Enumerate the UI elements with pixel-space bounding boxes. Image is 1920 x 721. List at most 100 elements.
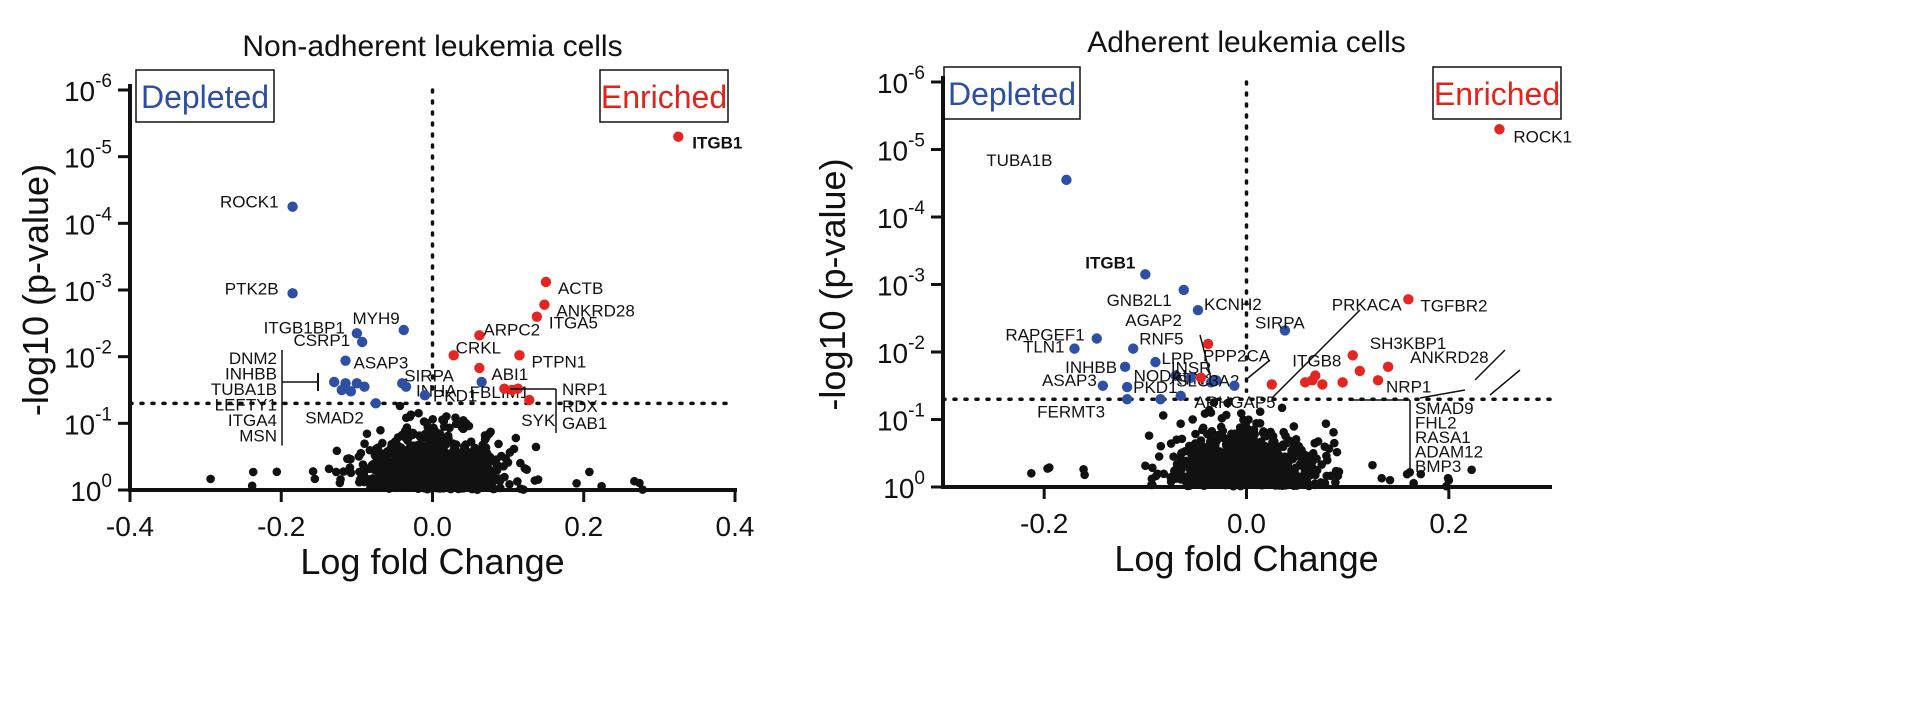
gene-point bbox=[1250, 474, 1259, 483]
gene-label-tuba1b: TUBA1B bbox=[986, 151, 1052, 170]
gene-point bbox=[1268, 459, 1278, 468]
gene-point-sirpa bbox=[1279, 325, 1291, 336]
gene-point bbox=[1329, 438, 1339, 448]
gene-point bbox=[376, 425, 385, 435]
x-tick-label: -0.2 bbox=[1020, 508, 1068, 539]
y-tick-exponent: -6 bbox=[908, 63, 925, 84]
gene-point-adam12 bbox=[1299, 377, 1311, 388]
gene-point bbox=[346, 454, 355, 464]
gene-label-slc3a2: SLC3A2 bbox=[1176, 371, 1239, 390]
gene-label-ptpn1: PTPN1 bbox=[531, 352, 586, 371]
gene-point bbox=[597, 481, 606, 491]
gene-point bbox=[1331, 478, 1340, 487]
gene-point-rock1 bbox=[287, 201, 298, 212]
gene-point-ankrd28 bbox=[539, 299, 550, 310]
gene-point-asap3 bbox=[1097, 380, 1109, 391]
gene-point bbox=[1177, 448, 1187, 457]
gene-label-nodal: NODAL bbox=[1134, 367, 1193, 386]
gene-point bbox=[395, 401, 405, 411]
gene-point bbox=[473, 470, 482, 479]
gene-point bbox=[398, 430, 408, 440]
gene-point bbox=[206, 474, 215, 484]
gene-point bbox=[414, 408, 423, 418]
gene-point bbox=[1308, 465, 1317, 474]
y-tick-base: 10 bbox=[70, 476, 101, 507]
gene-point bbox=[480, 435, 490, 444]
gene-point bbox=[408, 443, 418, 453]
gene-point-actb bbox=[540, 276, 552, 288]
gene-point-syk bbox=[524, 394, 535, 406]
gene-label-rapgef1: RAPGEF1 bbox=[1005, 326, 1084, 345]
gene-point bbox=[1156, 441, 1166, 451]
enriched-label: Enriched bbox=[601, 79, 727, 115]
gene-point bbox=[1229, 451, 1239, 461]
gene-point bbox=[522, 465, 532, 474]
gene-point bbox=[472, 463, 481, 472]
gene-point bbox=[310, 474, 320, 484]
gene-point bbox=[1170, 466, 1179, 475]
bracket-label-rasa1: RASA1 bbox=[1415, 428, 1471, 447]
gene-label-kcnh2: KCNH2 bbox=[1204, 295, 1262, 314]
gene-label-crkl: CRKL bbox=[456, 338, 501, 357]
leader-line bbox=[1489, 369, 1521, 396]
gene-point bbox=[1300, 450, 1309, 460]
gene-point bbox=[1331, 466, 1341, 476]
gene-point bbox=[376, 473, 386, 483]
gene-point bbox=[1236, 409, 1246, 418]
gene-label-syk: SYK bbox=[521, 411, 556, 430]
gene-label-tln1: TLN1 bbox=[1023, 338, 1065, 357]
gene-point bbox=[449, 444, 459, 453]
gene-point bbox=[1322, 455, 1332, 465]
gene-point bbox=[1282, 454, 1291, 464]
gene-point bbox=[1385, 475, 1395, 485]
gene-point bbox=[585, 467, 594, 477]
gene-point bbox=[1043, 464, 1052, 473]
x-tick-label: 0.4 bbox=[716, 511, 755, 542]
leader-line bbox=[1199, 334, 1211, 375]
gene-point-kcnh2 bbox=[1202, 338, 1214, 350]
y-tick-base: 10 bbox=[64, 209, 95, 240]
gene-point bbox=[436, 466, 446, 475]
gene-point bbox=[441, 440, 451, 449]
panel-1: Non-adherent leukemia cells -0.4 -0.2 0.0 0.… bbox=[15, 30, 754, 582]
gene-point bbox=[355, 477, 364, 487]
leader-line bbox=[1247, 359, 1271, 379]
gene-point bbox=[433, 433, 443, 443]
y-tick-label: 10-3 bbox=[64, 271, 112, 307]
gene-point bbox=[470, 443, 480, 453]
gene-point-sh3kbp1 bbox=[1354, 365, 1366, 377]
gene-label-ankrd28: ANKRD28 bbox=[556, 302, 634, 321]
gene-point-insr bbox=[1185, 372, 1197, 383]
gene-point bbox=[1176, 419, 1185, 428]
y-tick-base: 10 bbox=[64, 343, 95, 374]
gene-point bbox=[368, 477, 378, 487]
gene-point bbox=[1228, 465, 1237, 474]
gene-point bbox=[635, 478, 644, 488]
gene-point bbox=[402, 423, 412, 432]
gene-point bbox=[1289, 441, 1299, 451]
gene-point-tln1 bbox=[1069, 343, 1080, 354]
gene-point bbox=[1177, 434, 1187, 444]
gene-point bbox=[482, 462, 491, 471]
y-tick-label: 10-5 bbox=[64, 138, 112, 174]
gene-point bbox=[1305, 456, 1314, 465]
gene-point bbox=[1197, 468, 1207, 477]
gene-point bbox=[1185, 441, 1194, 451]
gene-point bbox=[390, 437, 400, 447]
gene-point bbox=[1377, 473, 1386, 483]
gene-label-actb: ACTB bbox=[558, 279, 603, 298]
x-tick-label: 0.0 bbox=[413, 511, 452, 542]
gene-label-itgb1bp1: ITGB1BP1 bbox=[264, 318, 345, 337]
gene-point-dep1 bbox=[1175, 390, 1186, 402]
gene-point bbox=[1242, 453, 1252, 463]
gene-point bbox=[482, 455, 491, 465]
gene-point bbox=[482, 449, 492, 458]
gene-point bbox=[1186, 459, 1196, 469]
gene-point bbox=[1291, 435, 1301, 444]
gene-point bbox=[346, 468, 356, 478]
gene-point bbox=[1313, 437, 1323, 446]
gene-point-lpp bbox=[1150, 356, 1161, 368]
background-points bbox=[206, 401, 647, 494]
gene-point-fhl2 bbox=[1347, 350, 1358, 361]
gene-point bbox=[339, 467, 348, 476]
